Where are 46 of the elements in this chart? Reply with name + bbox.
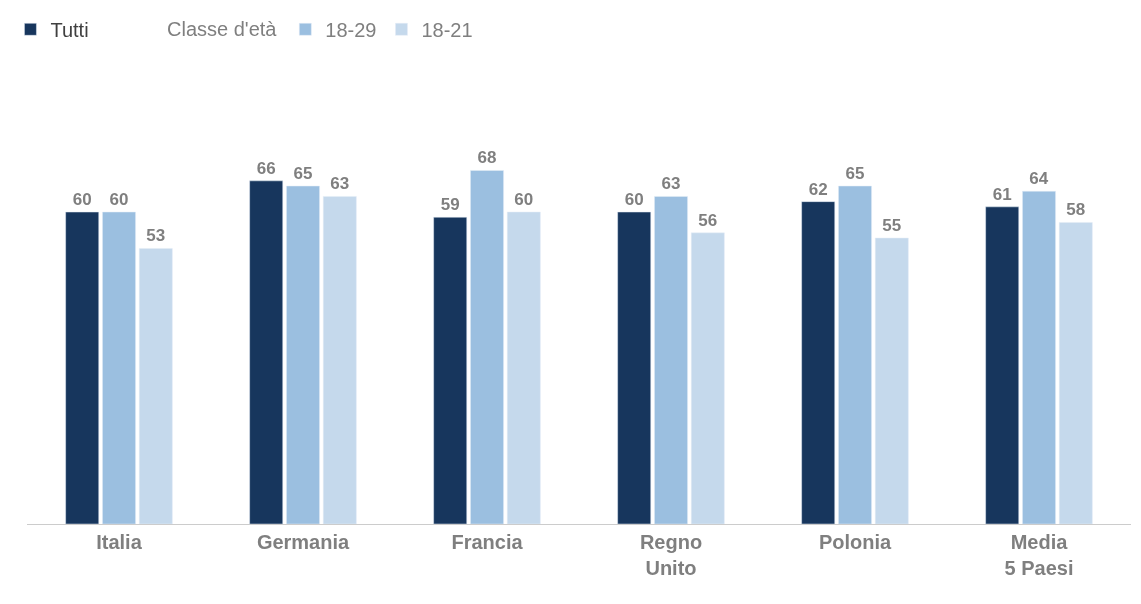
- data-label: 60: [624, 190, 644, 210]
- data-label: 62: [808, 179, 828, 199]
- data-label: 63: [661, 174, 681, 194]
- data-label: 64: [1029, 169, 1049, 189]
- data-label: 58: [1066, 200, 1086, 220]
- x-tick-label: Polonia: [818, 531, 892, 553]
- bar: [470, 170, 504, 524]
- legend-label: 18-21: [421, 19, 473, 42]
- data-label: 60: [72, 190, 92, 210]
- data-label: 66: [256, 158, 276, 178]
- bar: [65, 211, 100, 524]
- bar: [506, 211, 541, 524]
- x-tick-label: Regno Unito: [639, 531, 703, 579]
- x-tick-label: Germania: [256, 531, 351, 553]
- bar: [286, 185, 320, 524]
- x-tick-label: Italia: [96, 531, 143, 553]
- bar: [654, 196, 688, 524]
- bar: [801, 201, 836, 524]
- legend-label: Tutti: [50, 19, 89, 42]
- data-label: 60: [514, 190, 534, 210]
- data-label: 53: [146, 226, 166, 246]
- bar: [617, 211, 652, 524]
- bar: [874, 237, 909, 524]
- legend-label: 18-29: [325, 19, 377, 42]
- bar: [138, 248, 173, 524]
- bar: [102, 211, 136, 524]
- data-label: 63: [330, 174, 350, 194]
- data-label: 65: [845, 164, 865, 184]
- data-label: 61: [992, 184, 1012, 204]
- bar: [249, 180, 284, 524]
- bar: [1022, 190, 1056, 524]
- legend-title: Classe d'età: [167, 17, 278, 40]
- data-label: 68: [477, 148, 497, 168]
- x-tick-label: Francia: [451, 531, 524, 553]
- x-tick-label: Media 5 Paesi: [1004, 531, 1074, 579]
- bar: [322, 196, 357, 524]
- data-label: 60: [109, 190, 129, 210]
- bar: [1058, 222, 1093, 524]
- bar: [985, 206, 1020, 524]
- data-label: 59: [440, 195, 460, 215]
- bar: [690, 232, 725, 524]
- data-label: 56: [698, 210, 718, 230]
- data-label: 65: [293, 164, 313, 184]
- bar: [433, 216, 468, 524]
- data-label: 55: [882, 216, 902, 236]
- bar: [838, 185, 872, 524]
